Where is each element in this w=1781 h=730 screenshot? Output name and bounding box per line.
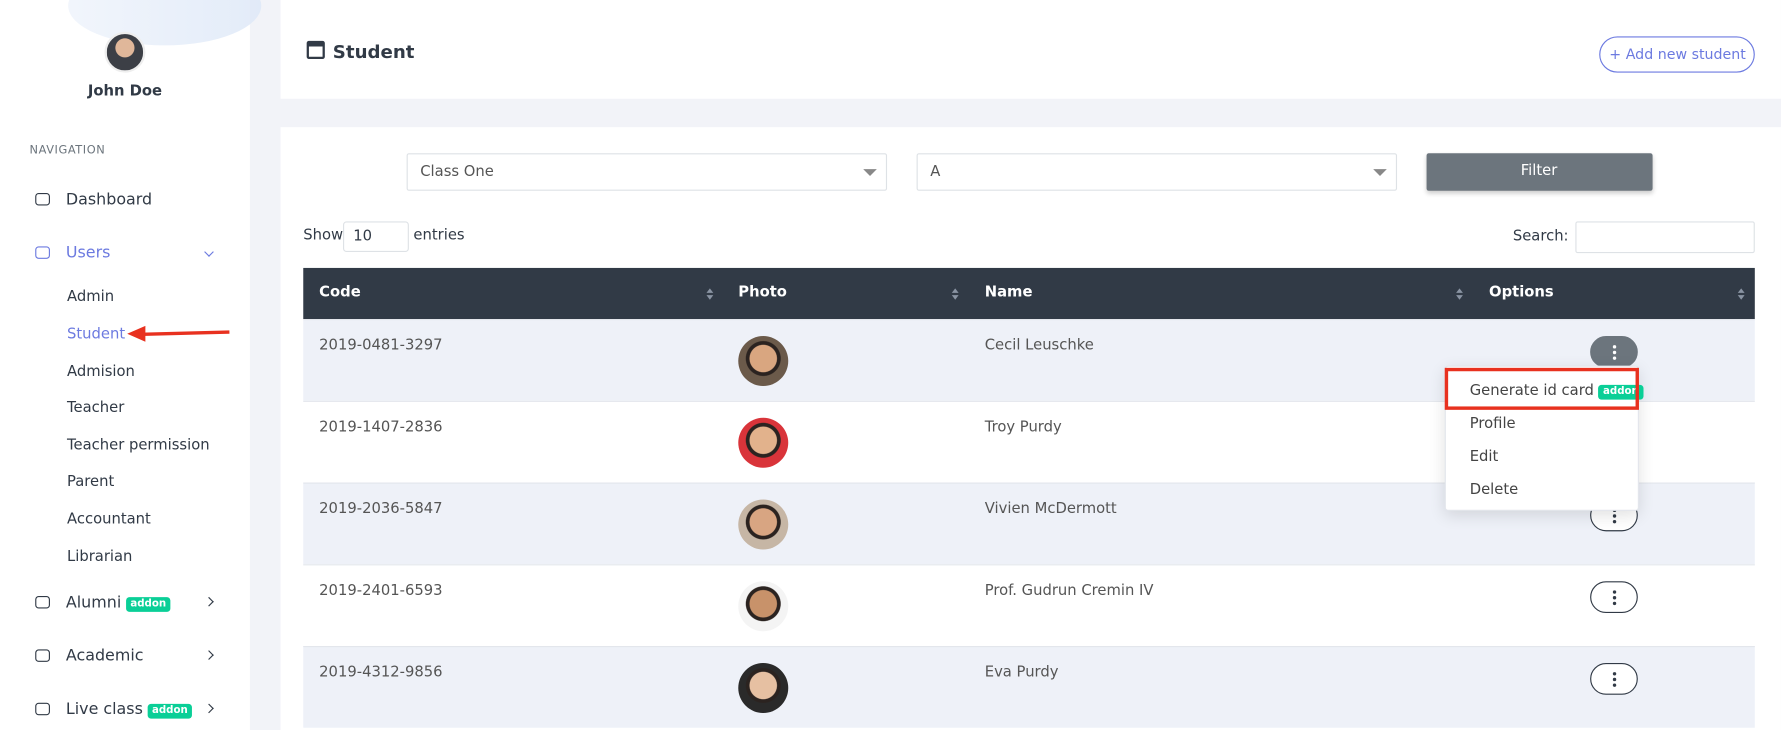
addon-badge: addon — [147, 703, 193, 719]
nav-item[interactable]: Users — [65, 244, 111, 263]
table-row — [303, 645, 1755, 728]
nav-item[interactable]: Alumni addon — [66, 594, 171, 612]
addon-badge: addon — [125, 597, 171, 612]
nav-subitem[interactable]: Admision — [67, 363, 135, 381]
options-menu: Generate id card addon Profile Edit Delete — [1444, 365, 1644, 511]
student-name: Eva Purdy — [984, 664, 1059, 682]
nav-icon — [35, 193, 50, 206]
nav-icon — [35, 246, 50, 259]
menu-item[interactable]: Generate id card addon — [1470, 383, 1644, 401]
caret — [863, 169, 877, 176]
dot — [1612, 356, 1617, 360]
nav-subitem[interactable]: Librarian — [67, 548, 133, 566]
page-size-value: 10 — [353, 228, 373, 246]
menu-item[interactable]: Delete — [1469, 481, 1519, 499]
caret — [1373, 169, 1387, 176]
dot — [1612, 596, 1617, 600]
nav-subitem[interactable]: Student — [67, 325, 126, 343]
column-header[interactable]: Code — [319, 283, 361, 301]
entries-label: entries — [413, 227, 465, 245]
student-name: Cecil Leuschke — [984, 337, 1094, 355]
nav-subitem[interactable]: Parent — [67, 473, 115, 491]
section-select-value: A — [930, 163, 941, 181]
sort-icon — [706, 295, 714, 300]
nav-item[interactable]: Live class addon — [66, 700, 193, 719]
filter-button[interactable]: Filter — [1426, 153, 1653, 191]
column-header[interactable]: Options — [1489, 283, 1554, 301]
nav-icon — [35, 649, 50, 662]
section-select[interactable]: A — [916, 153, 1398, 191]
student-photo — [738, 581, 789, 632]
nav-icon — [35, 596, 50, 609]
table-row — [303, 564, 1755, 646]
nav-heading: NAVIGATION — [29, 144, 106, 157]
avatar — [104, 31, 146, 73]
nav-subitem[interactable]: Accountant — [67, 510, 151, 528]
student-photo — [738, 336, 789, 387]
sort-icon — [1737, 288, 1745, 293]
page-title: Student — [332, 40, 415, 63]
dot — [1612, 683, 1617, 687]
class-select[interactable]: Class One — [406, 153, 888, 191]
student-photo — [738, 499, 789, 550]
dot — [1612, 519, 1617, 524]
dot — [1612, 590, 1617, 594]
nav-subitem[interactable]: Teacher — [67, 399, 125, 417]
add-button-label: + Add new student — [1609, 45, 1746, 63]
student-name: Prof. Gudrun Cremin IV — [984, 582, 1154, 600]
table-header — [303, 267, 1755, 320]
nav-item[interactable]: Dashboard — [65, 190, 153, 209]
nav-icon — [35, 702, 50, 716]
sort-icon — [1456, 295, 1463, 300]
menu-item[interactable]: Edit — [1469, 448, 1499, 466]
dot — [1612, 672, 1617, 676]
menu-item[interactable]: Profile — [1469, 415, 1516, 433]
page-size-select[interactable]: 10 — [343, 221, 409, 253]
header-card — [280, 0, 1781, 99]
class-select-value: Class One — [420, 163, 494, 181]
addon-badge: addon — [1598, 384, 1644, 400]
search-input[interactable] — [1575, 221, 1755, 254]
sort-icon — [951, 295, 959, 300]
filter-label: Filter — [1520, 162, 1558, 180]
search-label: Search: — [1512, 228, 1569, 246]
student-code: 2019-0481-3297 — [319, 337, 443, 355]
dot — [1612, 350, 1617, 355]
column-header[interactable]: Name — [984, 283, 1033, 301]
sort-icon — [1456, 288, 1463, 293]
dot — [1612, 677, 1617, 682]
dot — [1612, 601, 1617, 606]
show-label: Show — [303, 227, 344, 245]
student-name: Troy Purdy — [984, 418, 1062, 436]
dot — [1612, 514, 1617, 518]
student-code: 2019-2401-6593 — [319, 582, 443, 600]
arrow-head — [127, 325, 146, 342]
student-photo — [738, 663, 789, 713]
student-code: 2019-4312-9856 — [319, 664, 443, 682]
nav-item[interactable]: Academic — [65, 647, 144, 666]
options-button[interactable] — [1590, 581, 1638, 614]
sort-icon — [706, 288, 714, 293]
column-header[interactable]: Photo — [738, 283, 787, 301]
sort-icon — [1737, 295, 1745, 300]
student-photo — [738, 417, 789, 468]
options-button[interactable] — [1590, 336, 1638, 368]
student-code: 2019-2036-5847 — [319, 500, 443, 518]
dot — [1612, 345, 1617, 349]
nav-subitem[interactable]: Teacher permission — [67, 437, 210, 455]
user-name: John Doe — [87, 82, 163, 100]
highlight-box — [1444, 367, 1639, 410]
student-code: 2019-1407-2836 — [319, 418, 443, 436]
header-icon — [306, 40, 325, 60]
student-name: Vivien McDermott — [984, 500, 1117, 518]
options-button[interactable] — [1590, 663, 1638, 695]
nav-subitem[interactable]: Admin — [67, 288, 115, 306]
add-button[interactable]: + Add new student — [1599, 36, 1755, 73]
sort-icon — [951, 288, 959, 293]
